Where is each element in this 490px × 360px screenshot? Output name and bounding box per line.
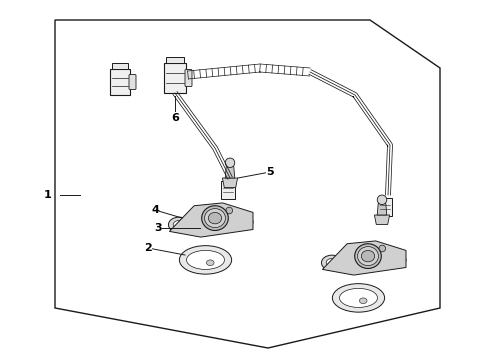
Ellipse shape — [321, 255, 343, 270]
Ellipse shape — [169, 217, 189, 232]
Polygon shape — [225, 167, 235, 178]
Ellipse shape — [377, 195, 387, 204]
Polygon shape — [170, 203, 253, 237]
Text: 1: 1 — [44, 190, 52, 200]
Ellipse shape — [392, 256, 402, 264]
Text: 3: 3 — [154, 223, 162, 233]
FancyBboxPatch shape — [110, 69, 130, 95]
Ellipse shape — [379, 245, 386, 252]
Ellipse shape — [358, 247, 378, 266]
FancyBboxPatch shape — [378, 198, 392, 216]
Polygon shape — [222, 178, 238, 188]
FancyBboxPatch shape — [164, 63, 186, 93]
Ellipse shape — [360, 250, 367, 257]
Ellipse shape — [234, 215, 253, 229]
Text: 4: 4 — [151, 205, 159, 215]
Ellipse shape — [179, 246, 232, 274]
FancyBboxPatch shape — [166, 57, 184, 63]
Ellipse shape — [208, 212, 221, 224]
Text: 2: 2 — [144, 243, 152, 253]
Ellipse shape — [226, 207, 233, 214]
Ellipse shape — [206, 260, 214, 266]
Text: 6: 6 — [171, 113, 179, 123]
Ellipse shape — [207, 212, 214, 219]
Ellipse shape — [225, 158, 235, 167]
Ellipse shape — [187, 251, 224, 269]
Polygon shape — [374, 215, 390, 225]
Ellipse shape — [355, 244, 381, 269]
Text: 5: 5 — [266, 167, 274, 177]
Ellipse shape — [202, 206, 228, 230]
Polygon shape — [322, 241, 406, 275]
Ellipse shape — [204, 208, 225, 228]
Ellipse shape — [340, 288, 377, 307]
FancyBboxPatch shape — [221, 181, 235, 199]
Ellipse shape — [238, 218, 249, 226]
FancyBboxPatch shape — [185, 69, 192, 86]
Ellipse shape — [173, 220, 185, 229]
FancyBboxPatch shape — [129, 75, 136, 90]
FancyBboxPatch shape — [112, 63, 128, 69]
Ellipse shape — [387, 253, 406, 266]
Ellipse shape — [361, 251, 375, 262]
Polygon shape — [377, 204, 387, 215]
Ellipse shape — [326, 258, 338, 267]
Ellipse shape — [332, 284, 385, 312]
Ellipse shape — [360, 298, 367, 303]
